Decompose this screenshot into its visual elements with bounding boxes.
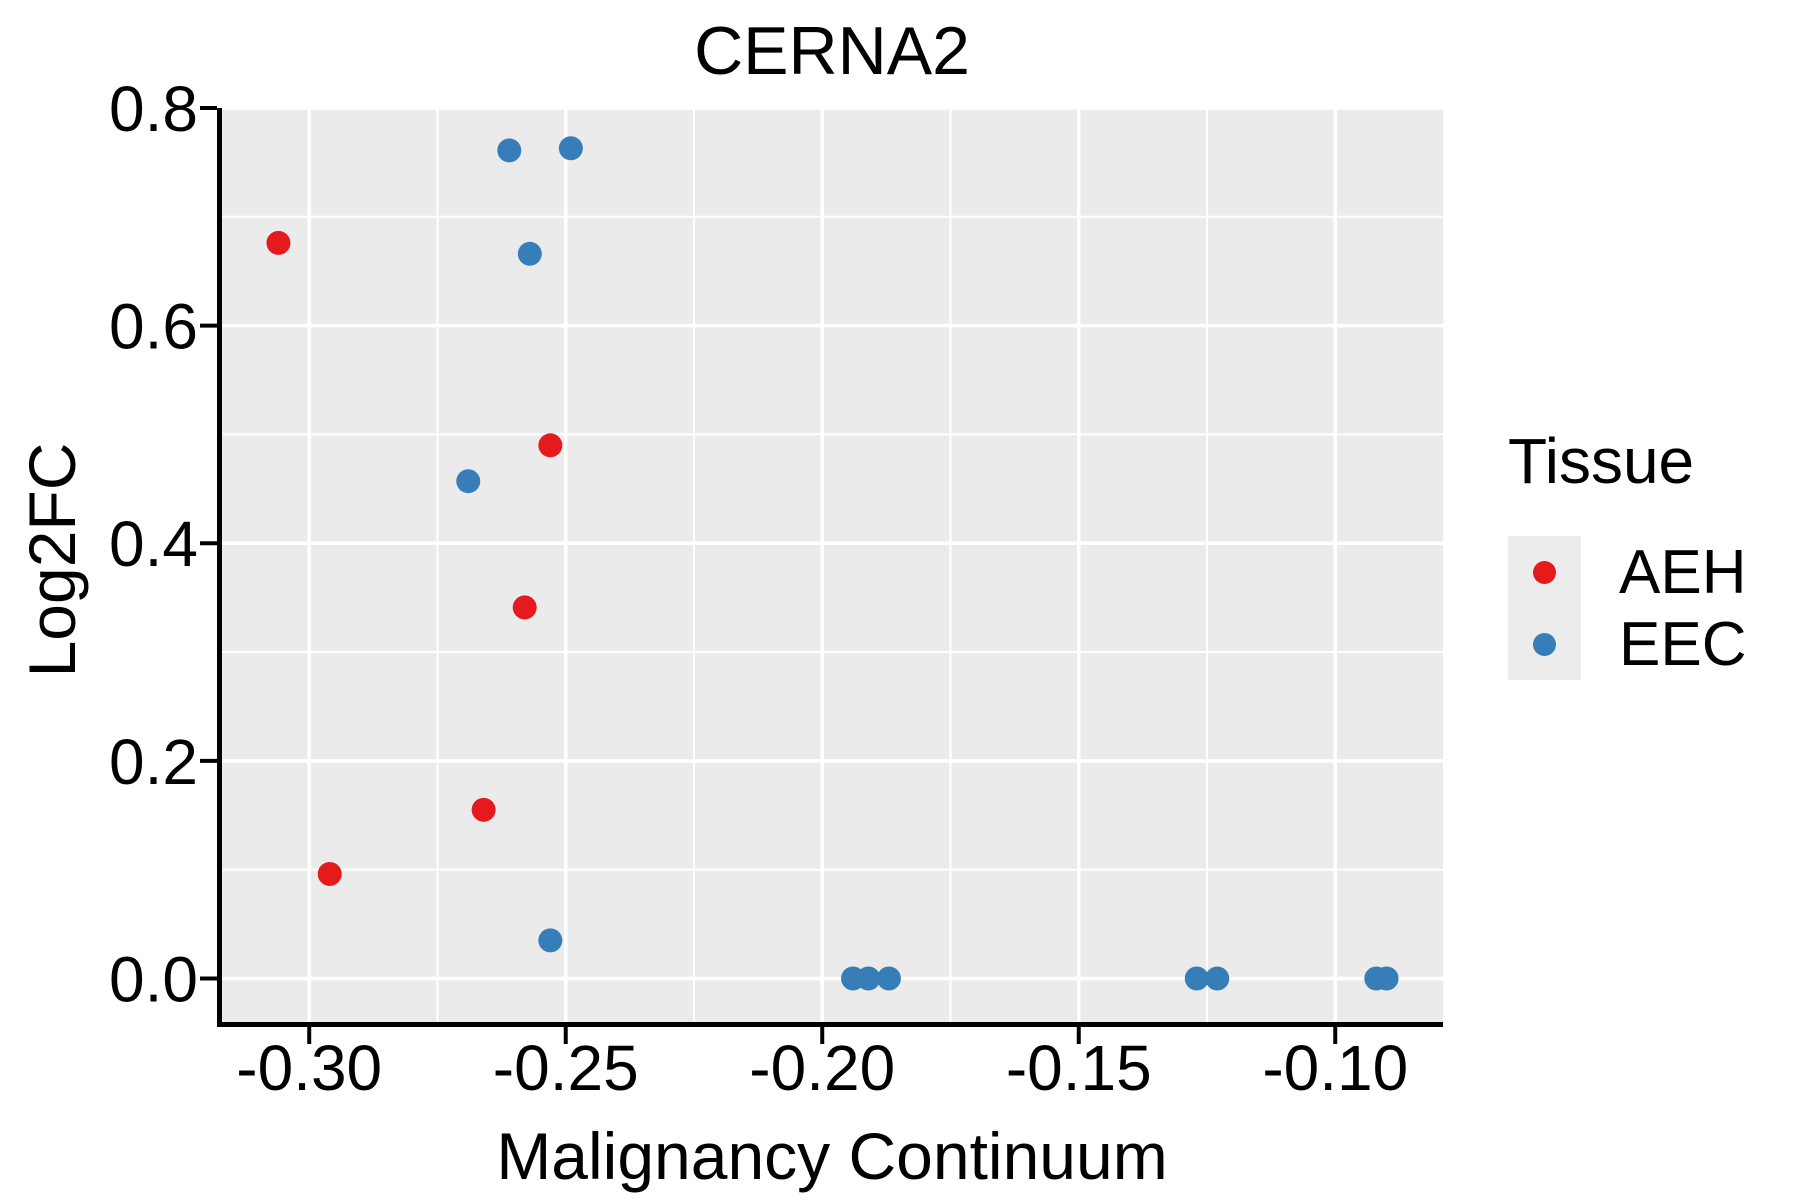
data-point-aeh xyxy=(266,230,291,255)
data-point-eec xyxy=(497,138,522,163)
legend-item-label: EEC xyxy=(1619,609,1747,679)
y-axis-title: Log2FC xyxy=(15,442,89,678)
eec-dot-icon xyxy=(1533,632,1556,656)
data-point-eec xyxy=(876,966,901,991)
data-point-eec xyxy=(558,136,583,161)
data-point-aeh xyxy=(512,595,537,620)
data-point-eec xyxy=(1374,966,1399,991)
x-tick-label: -0.30 xyxy=(236,1032,382,1104)
legend-key-swatch xyxy=(1508,608,1581,681)
legend: Tissue AEH EEC xyxy=(1508,425,1747,681)
legend-title: Tissue xyxy=(1508,425,1695,497)
y-tick-label: 0.0 xyxy=(109,943,198,1015)
data-point-aeh xyxy=(471,797,496,822)
data-point-aeh xyxy=(538,433,563,458)
legend-key-swatch xyxy=(1508,536,1581,609)
legend-item-aeh: AEH xyxy=(1508,536,1747,609)
x-tick-label: -0.25 xyxy=(493,1032,639,1104)
y-tick-label: 0.4 xyxy=(109,508,198,580)
legend-items: AEH EEC xyxy=(1508,536,1747,681)
y-tick-label: 0.2 xyxy=(109,726,198,798)
legend-item-eec: EEC xyxy=(1508,608,1747,681)
x-tick-label: -0.15 xyxy=(1006,1032,1152,1104)
x-tick-label: -0.10 xyxy=(1262,1032,1408,1104)
y-tick-label: 0.6 xyxy=(109,291,198,363)
x-tick-label: -0.20 xyxy=(749,1032,895,1104)
data-point-eec xyxy=(538,928,563,953)
data-point-eec xyxy=(456,469,481,494)
x-axis-title: Malignancy Continuum xyxy=(496,1119,1168,1193)
legend-item-label: AEH xyxy=(1619,537,1747,607)
data-point-eec xyxy=(517,241,542,266)
data-point-eec xyxy=(1205,966,1230,991)
plot-title: CERNA2 xyxy=(694,13,970,89)
data-point-eec xyxy=(856,966,881,991)
panel-background xyxy=(222,108,1443,1022)
data-point-aeh xyxy=(317,862,342,887)
aeh-dot-icon xyxy=(1533,560,1556,584)
y-tick-label: 0.8 xyxy=(109,73,198,145)
data-point-eec xyxy=(1184,966,1209,991)
